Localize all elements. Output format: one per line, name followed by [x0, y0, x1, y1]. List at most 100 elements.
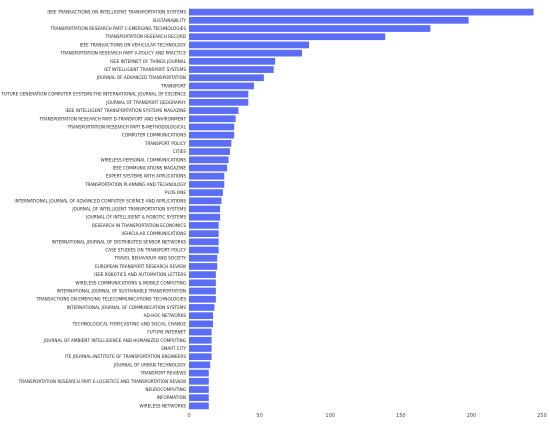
bar-23 — [189, 189, 223, 196]
category-label-45: TRANSPORT REVIEWS — [140, 371, 187, 376]
category-label-25: JOURNAL OF INTELLIGENT TRANSPORTATION SY… — [71, 207, 186, 212]
bar-32 — [189, 263, 218, 270]
category-label-48: INFORMATION — [157, 395, 186, 400]
category-label-26: JOURNAL OF INTELLIGENT & ROBOTIC SYSTEMS — [85, 215, 186, 220]
bar-38 — [189, 312, 213, 320]
bar-48 — [189, 394, 209, 402]
bar-21 — [189, 172, 225, 180]
category-label-16: COMPUTER COMMUNICATIONS — [122, 133, 186, 138]
category-label-40: FUTURE INTERNET — [147, 330, 186, 335]
bar-13 — [189, 107, 239, 114]
bar-49 — [189, 402, 209, 410]
category-label-3: TRANSPORTATION RESEARCH PART C-EMERGING … — [49, 26, 186, 31]
category-label-31: TRAVEL BEHAVIOUR AND SOCIETY — [114, 256, 187, 261]
bar-11 — [189, 90, 249, 98]
category-label-29: INTERNATIONAL JOURNAL OF DISTRIBUTED SEN… — [52, 239, 187, 244]
bar-5 — [189, 41, 310, 49]
bar-15 — [189, 123, 235, 131]
bar-8 — [189, 66, 274, 73]
bar-3 — [189, 25, 431, 32]
category-label-49: WIRELESS NETWORKS — [139, 403, 186, 408]
category-label-8: IET INTELLIGENT TRANSPORT SYSTEMS — [104, 67, 186, 72]
bar-12 — [189, 98, 249, 106]
bar-45 — [189, 369, 209, 377]
bar-7 — [189, 57, 276, 65]
x-axis-ticks: 0 50 100 150 200 250 — [187, 413, 546, 419]
bar-46 — [189, 377, 209, 385]
x-tick-label-200: 200 — [467, 413, 477, 419]
category-label-21: EXPERT SYSTEMS WITH APPLICATIONS — [106, 174, 186, 179]
category-label-1: IEEE TRANSACTIONS ON INTELLIGENT TRANSPO… — [47, 10, 186, 15]
category-label-35: INTERNATIONAL JOURNAL OF SUSTAINABLE TRA… — [57, 289, 186, 294]
bar-39 — [189, 320, 213, 328]
bar-29 — [189, 238, 219, 246]
category-label-13: IEEE INTELLIGENT TRANSPORTATION SYSTEMS … — [65, 108, 186, 113]
category-label-23: PLOS ONE — [165, 190, 186, 195]
category-label-24: INTERNATIONAL JOURNAL OF ADVANCED COMPUT… — [14, 198, 186, 203]
bar-28 — [189, 230, 219, 237]
bar-33 — [189, 271, 216, 278]
bar-41 — [189, 336, 212, 344]
category-label-20: IEEE COMMUNICATIONS MAGAZINE — [113, 165, 187, 170]
bar-1 — [189, 8, 534, 16]
bar-19 — [189, 156, 229, 164]
bar-27 — [189, 222, 219, 229]
category-label-37: INTERNATIONAL JOURNAL OF COMMUNICATION S… — [67, 305, 187, 310]
category-label-18: CITIES — [173, 149, 187, 154]
category-label-44: JOURNAL OF URBAN TECHNOLOGY — [113, 362, 187, 367]
bar-6 — [189, 49, 302, 57]
bar-47 — [189, 386, 209, 393]
category-label-36: TRANSACTIONS ON EMERGING TELECOMMUNICATI… — [36, 297, 187, 302]
bar-31 — [189, 254, 218, 262]
bar-18 — [189, 148, 230, 155]
category-label-27: RESEARCH IN TRANSPORTATION ECONOMICS — [92, 223, 186, 228]
category-label-4: TRANSPORTATION RESEARCH RECORD — [105, 34, 186, 39]
bar-16 — [189, 131, 235, 139]
bar-43 — [189, 353, 212, 361]
category-label-2: SUSTAINABILITY — [152, 18, 186, 23]
bar-4 — [189, 33, 386, 41]
bar-17 — [189, 140, 232, 147]
bar-14 — [189, 115, 236, 123]
bar-24 — [189, 197, 222, 205]
category-label-34: WIRELESS COMMUNICATIONS & MOBILE COMPUTI… — [75, 280, 186, 285]
category-label-12: JOURNAL OF TRANSPORT GEOGRAPHY — [105, 100, 186, 105]
category-label-41: JOURNAL OF AMBIENT INTELLIGENCE AND HUMA… — [43, 338, 186, 343]
category-label-14: TRANSPORTATION RESEARCH PART D-TRANSPORT… — [39, 116, 187, 121]
category-label-9: JOURNAL OF ADVANCED TRANSPORTATION — [96, 75, 186, 80]
bar-22 — [189, 181, 225, 188]
category-label-30: CASE STUDIES ON TRANSPORT POLICY — [105, 248, 186, 253]
category-label-42: SMART CITY — [161, 346, 186, 351]
category-labels: IEEE TRANSACTIONS ON INTELLIGENT TRANSPO… — [2, 10, 187, 409]
category-label-39: TECHNOLOGICAL FORECASTING AND SOCIAL CHA… — [72, 321, 187, 326]
category-label-15: TRANSPORTATION RESEARCH PART B-METHODOLO… — [67, 124, 187, 129]
bar-42 — [189, 345, 212, 352]
category-label-7: IEEE INTERNET OF THINGS JOURNAL — [110, 59, 186, 64]
category-label-10: TRANSPORT — [160, 83, 186, 88]
x-tick-label-0: 0 — [187, 413, 190, 419]
category-label-47: NEUROCOMPUTING — [145, 387, 186, 392]
bar-26 — [189, 213, 221, 221]
bar-30 — [189, 246, 219, 254]
x-tick-label-100: 100 — [325, 413, 335, 419]
bar-37 — [189, 304, 215, 311]
bar-10 — [189, 82, 254, 90]
bar-2 — [189, 16, 469, 24]
bar-35 — [189, 287, 216, 295]
bars-layer — [189, 8, 534, 410]
bar-36 — [189, 295, 216, 303]
category-label-19: WIRELESS PERSONAL COMMUNICATIONS — [101, 157, 187, 162]
category-label-32: EUROPEAN TRANSPORT RESEARCH REVIEW — [95, 264, 186, 269]
x-tick-label-50: 50 — [256, 413, 262, 419]
category-label-17: TRANSPORT POLICY — [144, 141, 187, 146]
bar-20 — [189, 164, 228, 172]
category-label-43: ITE JOURNAL-INSTITUTE OF TRANSPORTATION … — [65, 354, 186, 359]
bar-34 — [189, 279, 216, 287]
category-label-28: VEHICULAR COMMUNICATIONS — [121, 231, 186, 236]
category-label-5: IEEE TRANSACTIONS ON VEHICULAR TECHNOLOG… — [80, 42, 187, 47]
bar-44 — [189, 361, 211, 369]
category-label-38: AD-HOC NETWORKS — [144, 313, 187, 318]
x-tick-label-150: 150 — [396, 413, 406, 419]
x-tick-label-250: 250 — [537, 413, 547, 419]
